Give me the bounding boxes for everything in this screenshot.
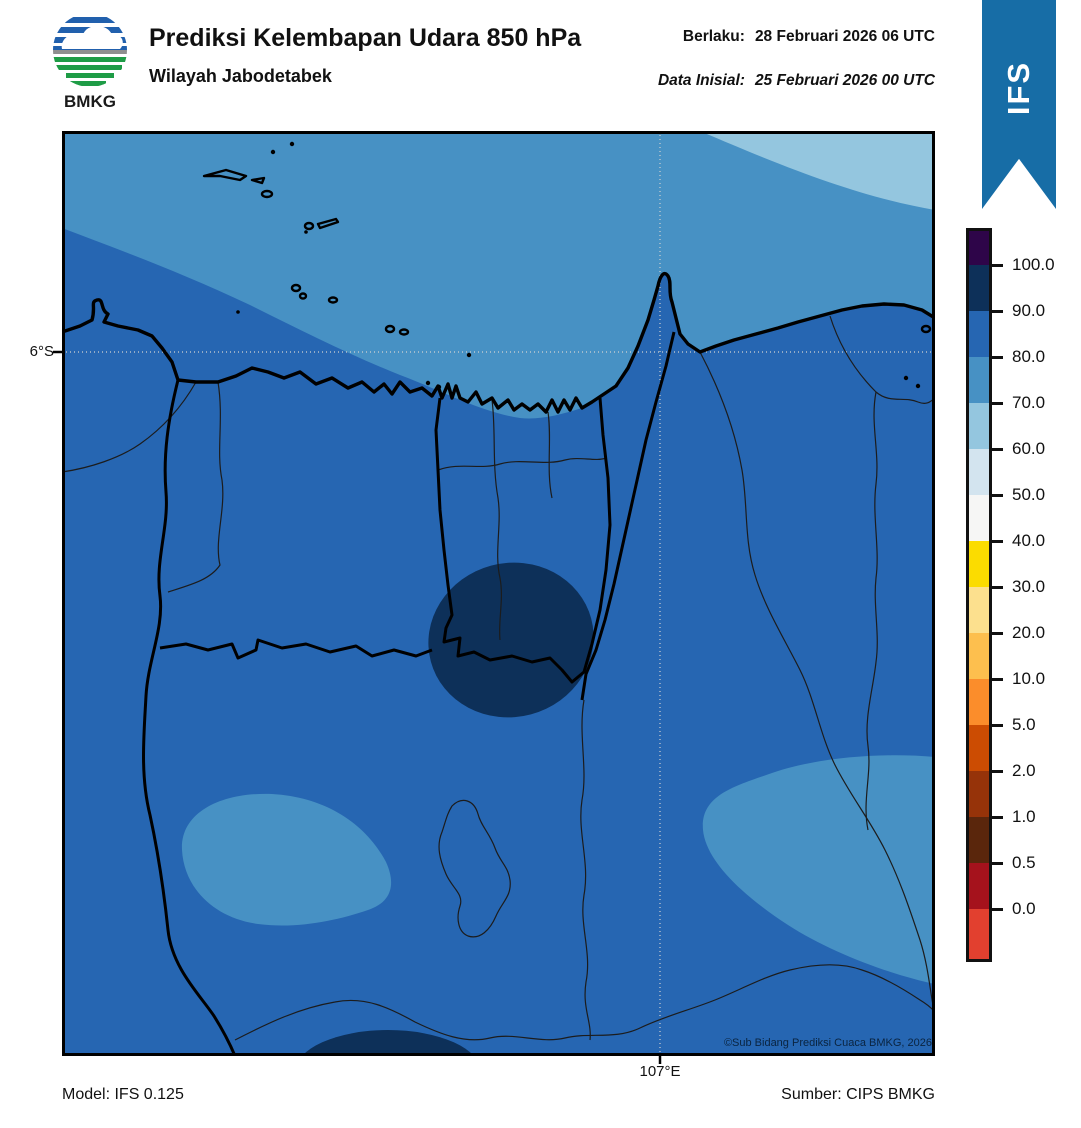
colorbar-tick-label: 5.0 — [1012, 715, 1036, 734]
colorbar-tick — [992, 769, 1003, 773]
source-info: Sumber: CIPS BMKG — [781, 1086, 935, 1103]
colorbar-tick — [992, 447, 1003, 451]
colorbar-tick-label: 1.0 — [1012, 807, 1036, 826]
valid-time-label: Berlaku: — [682, 28, 745, 45]
region-subtitle: Wilayah Jabodetabek — [149, 66, 332, 86]
colorbar-tick-label: 0.5 — [1012, 853, 1036, 872]
colorbar-segment — [969, 495, 989, 541]
colorbar-segment — [969, 311, 989, 357]
colorbar-segment — [969, 817, 989, 863]
colorbar-tick-label: 0.0 — [1012, 899, 1036, 918]
rh-70-80-sea-region — [62, 131, 935, 419]
colorbar-tick-label: 80.0 — [1012, 347, 1046, 366]
colorbar-segment — [969, 725, 989, 771]
page-title: Prediksi Kelembapan Udara 850 hPa — [149, 24, 582, 52]
colorbar-tick-label: 10.0 — [1012, 669, 1046, 688]
lat-axis-label: 6°S — [29, 343, 54, 360]
colorbar-tick — [992, 677, 1003, 681]
colorbar-tick-label: 40.0 — [1012, 531, 1046, 550]
lake-outline — [438, 799, 511, 938]
province-boundaries — [142, 331, 676, 1056]
colorbar-tick-label: 50.0 — [1012, 485, 1046, 504]
colorbar-tick-label: 60.0 — [1012, 439, 1046, 458]
model-info: Model: IFS 0.125 — [62, 1086, 184, 1103]
bmkg-logo-text: BMKG — [64, 92, 116, 111]
map-border — [62, 131, 935, 1056]
rh-60-70-region — [700, 131, 935, 210]
colorbar-tick — [992, 723, 1003, 727]
initial-time-row: Data Inisial: 25 Februari 2026 00 UTC — [658, 72, 935, 90]
valid-time-row: Berlaku: 28 Februari 2026 06 UTC — [683, 28, 935, 46]
initial-time-label: Data Inisial: — [657, 72, 745, 89]
colorbar-tick — [992, 585, 1003, 589]
model-ribbon-label: IFS — [1001, 60, 1036, 116]
islands — [202, 141, 935, 390]
colorbar-tick — [992, 539, 1003, 543]
colorbar-tick-label: 20.0 — [1012, 623, 1046, 642]
logo-cloud — [61, 26, 123, 49]
colorbar-segment — [969, 231, 989, 265]
rh-70-80-southeast-blob — [702, 755, 935, 984]
colorbar-segment — [969, 633, 989, 679]
regency-boundaries — [62, 315, 935, 1041]
colorbar-tick — [992, 493, 1003, 497]
initial-time-value: 25 Februari 2026 00 UTC — [754, 72, 935, 89]
colorbar-tick — [992, 401, 1003, 405]
copyright-text: ©Sub Bidang Prediksi Cuaca BMKG, 2026 — [723, 1037, 932, 1049]
colorbar-segment — [969, 587, 989, 633]
colorbar-segment — [969, 403, 989, 449]
colorbar-segment — [969, 265, 989, 311]
colorbar-tick — [992, 355, 1003, 359]
colorbar-bar — [966, 228, 992, 962]
coastline-path — [62, 271, 935, 414]
lon-axis-label: 107°E — [639, 1063, 681, 1080]
colorbar-tick-label: 30.0 — [1012, 577, 1046, 596]
rh-70-80-southwest-blob — [181, 793, 392, 926]
bmkg-logo: BMKG — [53, 13, 127, 111]
colorbar-segment — [969, 909, 989, 959]
colorbar-tick — [992, 309, 1003, 313]
colorbar-tick — [992, 263, 1003, 267]
colorbar-segment — [969, 449, 989, 495]
humidity-map — [53, 131, 935, 1064]
colorbar-tick-label: 100.0 — [1012, 255, 1055, 274]
colorbar-tick — [992, 815, 1003, 819]
rh-90-100-oval — [428, 562, 594, 718]
valid-time-value: 28 Februari 2026 06 UTC — [754, 28, 935, 45]
colorbar-tick-label: 70.0 — [1012, 393, 1046, 412]
colorbar-segment — [969, 863, 989, 909]
colorbar: 100.0 90.0 80.0 70.0 60.0 50.0 40.0 30.0 20.0 10.… — [966, 228, 1081, 968]
colorbar-segment — [969, 541, 989, 587]
colorbar-tick — [992, 861, 1003, 865]
colorbar-tick — [992, 907, 1003, 911]
model-ribbon: IFS — [982, 0, 1056, 209]
colorbar-tick-label: 90.0 — [1012, 301, 1046, 320]
rh-90-100-south-lobe — [302, 1030, 474, 1056]
colorbar-tick-label: 2.0 — [1012, 761, 1036, 780]
colorbar-segment — [969, 771, 989, 817]
bmkg-logo-globe — [53, 13, 127, 87]
colorbar-tick — [992, 631, 1003, 635]
colorbar-segment — [969, 357, 989, 403]
colorbar-segment — [969, 679, 989, 725]
